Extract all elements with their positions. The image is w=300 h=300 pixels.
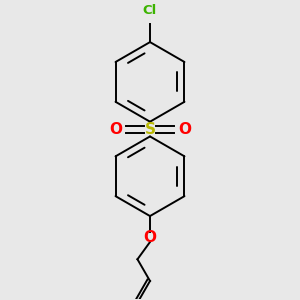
Text: O: O [178,122,191,136]
Text: S: S [145,122,155,136]
Text: Cl: Cl [143,4,157,17]
Text: O: O [143,230,157,245]
Text: O: O [109,122,122,136]
